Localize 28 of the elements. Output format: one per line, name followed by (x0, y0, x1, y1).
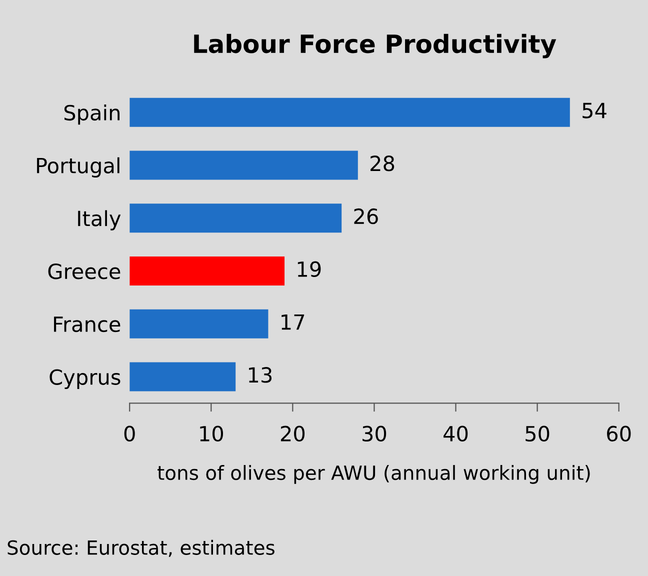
chart-title: Labour Force Productivity (194, 34, 556, 58)
data-label: 13 (249, 367, 272, 383)
data-label: 26 (354, 208, 378, 224)
bar (130, 98, 570, 127)
y-tick-label: Italy (78, 210, 121, 230)
x-tick-label: 50 (526, 426, 550, 442)
x-tick-label: 30 (362, 426, 386, 442)
bar (130, 150, 358, 180)
y-tick-label: France (54, 316, 120, 332)
data-label: 17 (282, 314, 304, 330)
bar (130, 362, 236, 392)
data-label: 19 (298, 261, 321, 278)
x-tick-label: 10 (200, 426, 224, 442)
x-axis-title: tons of olives per AWU (annual working unit) (158, 465, 590, 484)
data-label: 54 (582, 102, 606, 118)
x-tick-label: 40 (444, 426, 468, 442)
y-tick-label: Spain (64, 104, 120, 125)
bar (130, 204, 342, 233)
data-label: 28 (370, 156, 394, 172)
x-tick-label: 60 (607, 426, 631, 442)
y-tick-label: Portugal (37, 157, 120, 178)
bar (130, 309, 268, 338)
x-tick-label: 20 (280, 426, 305, 442)
y-tick-label: Greece (48, 263, 120, 280)
y-tick-label: Cyprus (50, 369, 120, 390)
source-note: Source: Eurostat, estimates (8, 540, 274, 557)
x-tick-label: 0 (124, 426, 135, 442)
bar (130, 256, 285, 286)
